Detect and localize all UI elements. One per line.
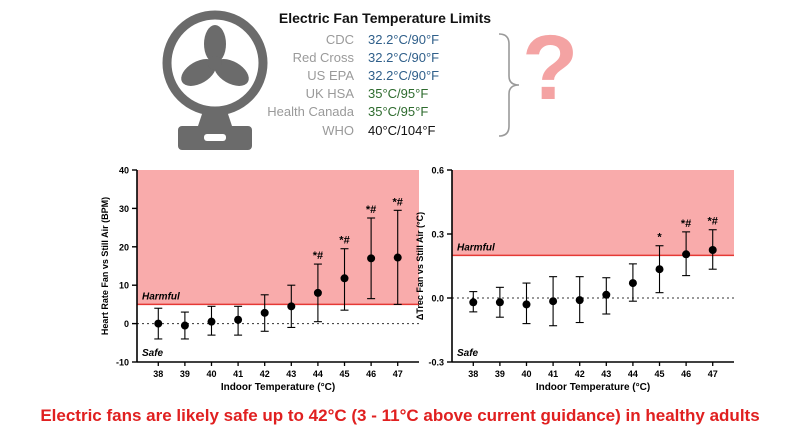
data-point bbox=[340, 274, 349, 283]
y-tick-label: 10 bbox=[119, 281, 129, 291]
limit-org: Health Canada bbox=[267, 104, 354, 120]
limit-value: 32.2°C/90°F bbox=[368, 49, 440, 65]
data-point bbox=[602, 290, 611, 299]
limit-value: 35°C/95°F bbox=[368, 86, 429, 102]
x-tick-label: 41 bbox=[548, 369, 558, 379]
data-point bbox=[180, 321, 189, 330]
data-point bbox=[708, 246, 717, 254]
significance-marker: *# bbox=[339, 235, 349, 247]
limit-org: UK HSA bbox=[305, 86, 354, 102]
limit-row: Health Canada 35°C/95°F bbox=[250, 103, 510, 121]
data-point bbox=[522, 300, 531, 309]
significance-marker: *# bbox=[393, 196, 403, 208]
significance-marker: * bbox=[657, 232, 662, 244]
x-tick-label: 45 bbox=[340, 369, 350, 379]
safe-label: Safe bbox=[457, 348, 479, 359]
data-point bbox=[260, 308, 269, 317]
x-tick-label: 42 bbox=[260, 369, 270, 379]
x-tick-label: 40 bbox=[206, 369, 216, 379]
limit-org: CDC bbox=[325, 31, 354, 47]
rectal-temp-chart: -0.3 0.0 0.3 0.6 Harmful Safe 38 39 40 41 42 43 44 45… bbox=[415, 166, 734, 393]
question-mark: ? bbox=[522, 17, 579, 119]
limit-value: 32.2°C/90°F bbox=[368, 31, 440, 47]
y-axis-label: Heart Rate Fan vs Still Air (BPM) bbox=[100, 197, 110, 335]
data-point bbox=[682, 250, 691, 259]
limit-org: US EPA bbox=[307, 67, 354, 83]
x-axis-label: Indoor Temperature (°C) bbox=[221, 382, 335, 393]
safe-label: Safe bbox=[142, 348, 164, 359]
y-tick-label: 0.3 bbox=[431, 230, 444, 240]
data-point bbox=[628, 279, 637, 288]
y-tick-label: 0.0 bbox=[431, 294, 444, 304]
limit-row: Red Cross 32.2°C/90°F bbox=[250, 48, 510, 66]
x-tick-label: 38 bbox=[153, 369, 163, 379]
x-tick-label: 44 bbox=[313, 369, 323, 379]
data-point bbox=[207, 317, 216, 326]
limits-list: CDC 32.2°C/90°F Red Cross 32.2°C/90°F US… bbox=[250, 30, 510, 139]
x-tick-label: 45 bbox=[655, 369, 665, 379]
data-point bbox=[313, 288, 322, 297]
y-tick-label: 40 bbox=[119, 166, 129, 176]
y-tick-label: 30 bbox=[119, 204, 129, 214]
y-tick-label: -10 bbox=[116, 358, 129, 368]
data-point bbox=[234, 315, 243, 324]
limit-org: Red Cross bbox=[292, 49, 354, 65]
data-point bbox=[655, 265, 664, 274]
x-tick-label: 39 bbox=[180, 369, 190, 379]
bracket bbox=[498, 33, 520, 137]
significance-marker: *# bbox=[681, 218, 691, 230]
y-tick-label: -0.3 bbox=[428, 358, 444, 368]
limit-value: 35°C/95°F bbox=[368, 104, 429, 120]
footer-conclusion: Electric fans are likely safe up to 42°C… bbox=[40, 406, 760, 425]
x-tick-label: 40 bbox=[521, 369, 531, 379]
data-point bbox=[495, 298, 504, 307]
x-tick-label: 42 bbox=[575, 369, 585, 379]
limit-row: UK HSA 35°C/95°F bbox=[250, 85, 510, 103]
y-axis-label: ΔTrec Fan vs Still Air (°C) bbox=[415, 212, 425, 320]
x-tick-label: 43 bbox=[601, 369, 611, 379]
y-tick-label: 20 bbox=[119, 242, 129, 252]
x-tick-label: 46 bbox=[366, 369, 376, 379]
limits-title: Electric Fan Temperature Limits bbox=[278, 10, 492, 26]
limit-row: US EPA 32.2°C/90°F bbox=[250, 66, 510, 84]
y-tick-label: 0 bbox=[124, 319, 129, 329]
x-tick-label: 41 bbox=[233, 369, 243, 379]
significance-marker: *# bbox=[366, 204, 376, 216]
data-point bbox=[287, 302, 296, 311]
fan-icon bbox=[162, 10, 268, 150]
heart-rate-chart: -10 0 10 20 30 40 Harmful Safe 38 39 40 41 42 43 44 *# 4… bbox=[100, 166, 419, 393]
x-tick-label: 43 bbox=[286, 369, 296, 379]
data-point bbox=[469, 298, 478, 307]
limit-value: 40°C/104°F bbox=[368, 122, 436, 138]
data-point bbox=[154, 319, 163, 328]
x-axis-label: Indoor Temperature (°C) bbox=[536, 382, 650, 393]
limit-org: WHO bbox=[322, 122, 354, 138]
harmful-region bbox=[452, 170, 734, 256]
x-tick-label: 47 bbox=[708, 369, 718, 379]
harmful-region bbox=[137, 170, 419, 305]
x-tick-label: 46 bbox=[681, 369, 691, 379]
data-point bbox=[393, 253, 402, 262]
data-point bbox=[549, 297, 558, 306]
x-tick-label: 38 bbox=[468, 369, 478, 379]
significance-marker: *# bbox=[313, 250, 323, 262]
data-point bbox=[575, 296, 584, 305]
harmful-label: Harmful bbox=[457, 242, 495, 253]
x-tick-label: 39 bbox=[495, 369, 505, 379]
y-tick-label: 0.6 bbox=[431, 166, 444, 176]
significance-marker: *# bbox=[708, 216, 718, 228]
limit-row: CDC 32.2°C/90°F bbox=[250, 30, 510, 48]
x-tick-label: 44 bbox=[628, 369, 638, 379]
x-tick-label: 47 bbox=[393, 369, 403, 379]
data-point bbox=[367, 254, 376, 263]
limit-value: 32.2°C/90°F bbox=[368, 67, 440, 83]
limit-row: WHO 40°C/104°F bbox=[250, 121, 510, 139]
harmful-label: Harmful bbox=[142, 291, 180, 302]
